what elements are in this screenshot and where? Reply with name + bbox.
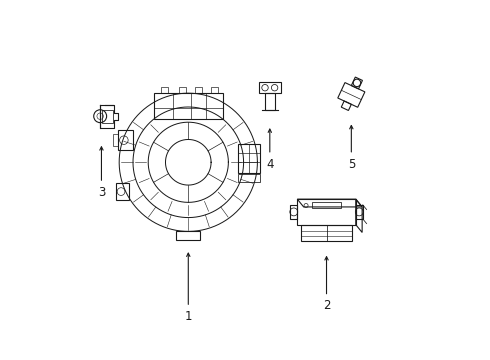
Bar: [238, 174, 260, 182]
Bar: [195, 87, 202, 93]
Text: 5: 5: [347, 126, 355, 171]
Bar: [118, 130, 133, 150]
Bar: [116, 183, 129, 200]
Bar: [301, 225, 352, 241]
Text: 3: 3: [98, 147, 105, 199]
Bar: [290, 205, 297, 219]
Bar: [179, 87, 186, 93]
Bar: [259, 82, 281, 94]
Text: 4: 4: [266, 129, 273, 171]
Bar: [102, 110, 113, 122]
Text: 1: 1: [185, 253, 192, 323]
Bar: [312, 202, 341, 208]
Bar: [265, 94, 275, 110]
Text: 2: 2: [323, 257, 330, 312]
Bar: [238, 144, 260, 173]
Bar: [113, 134, 118, 146]
Bar: [161, 87, 168, 93]
Bar: [211, 87, 218, 93]
Bar: [356, 205, 363, 219]
Bar: [176, 231, 200, 240]
Bar: [154, 93, 223, 120]
